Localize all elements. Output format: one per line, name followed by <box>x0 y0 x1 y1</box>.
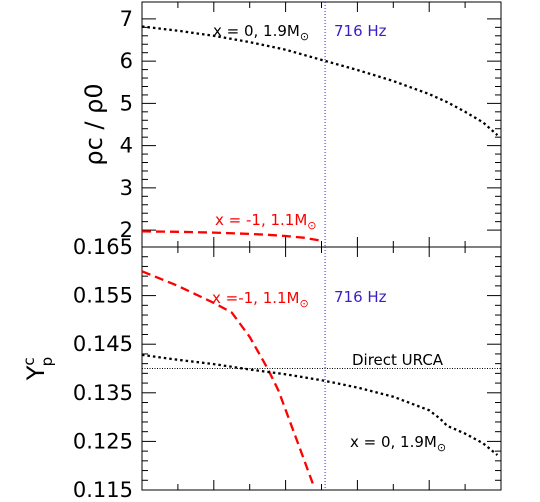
vline-label: 716 Hz <box>334 22 387 40</box>
y-tick-label: 2 <box>120 218 133 242</box>
series-line <box>141 353 499 456</box>
y-tick-label: 0.165 <box>73 235 133 259</box>
y-tick-label: 0.155 <box>73 284 133 308</box>
series-line <box>141 230 322 242</box>
y-tick-label: 7 <box>120 7 133 31</box>
y-axis-label: ρc / ρ0 <box>80 83 108 165</box>
series-label-sun-symbol: ⊙ <box>300 297 309 310</box>
series-label-sun-symbol: ⊙ <box>300 30 309 43</box>
y-tick-label: 0.145 <box>73 332 133 356</box>
y-axis-label-superscript: c <box>20 357 38 365</box>
y-tick-label: 0.115 <box>73 478 133 498</box>
vline-label: 716 Hz <box>334 288 387 306</box>
series-label: x =-1, 1.1M⊙ <box>212 289 309 310</box>
panel-1-frame <box>141 1 502 248</box>
y-tick-label: 0.135 <box>73 381 133 405</box>
y-tick-label: 3 <box>120 176 133 200</box>
series-label-sun-symbol: ⊙ <box>437 441 446 454</box>
series-label: x = -1, 1.1M⊙ <box>215 211 317 232</box>
y-tick-label: 0.125 <box>73 429 133 453</box>
series-label-sun-symbol: ⊙ <box>307 219 316 232</box>
y-axis-label-subscript: p <box>38 357 56 367</box>
y-tick-label: 6 <box>120 49 133 73</box>
series-line <box>141 25 499 136</box>
hline-label: Direct URCA <box>352 351 444 369</box>
y-tick-label: 4 <box>120 134 133 158</box>
y-axis-label: Ycp <box>20 357 56 381</box>
y-tick-label: 5 <box>120 91 133 115</box>
series-label: x = 0, 1.9M⊙ <box>213 22 309 43</box>
series-line <box>141 270 316 488</box>
series-label: x = 0, 1.9M⊙ <box>350 433 446 454</box>
